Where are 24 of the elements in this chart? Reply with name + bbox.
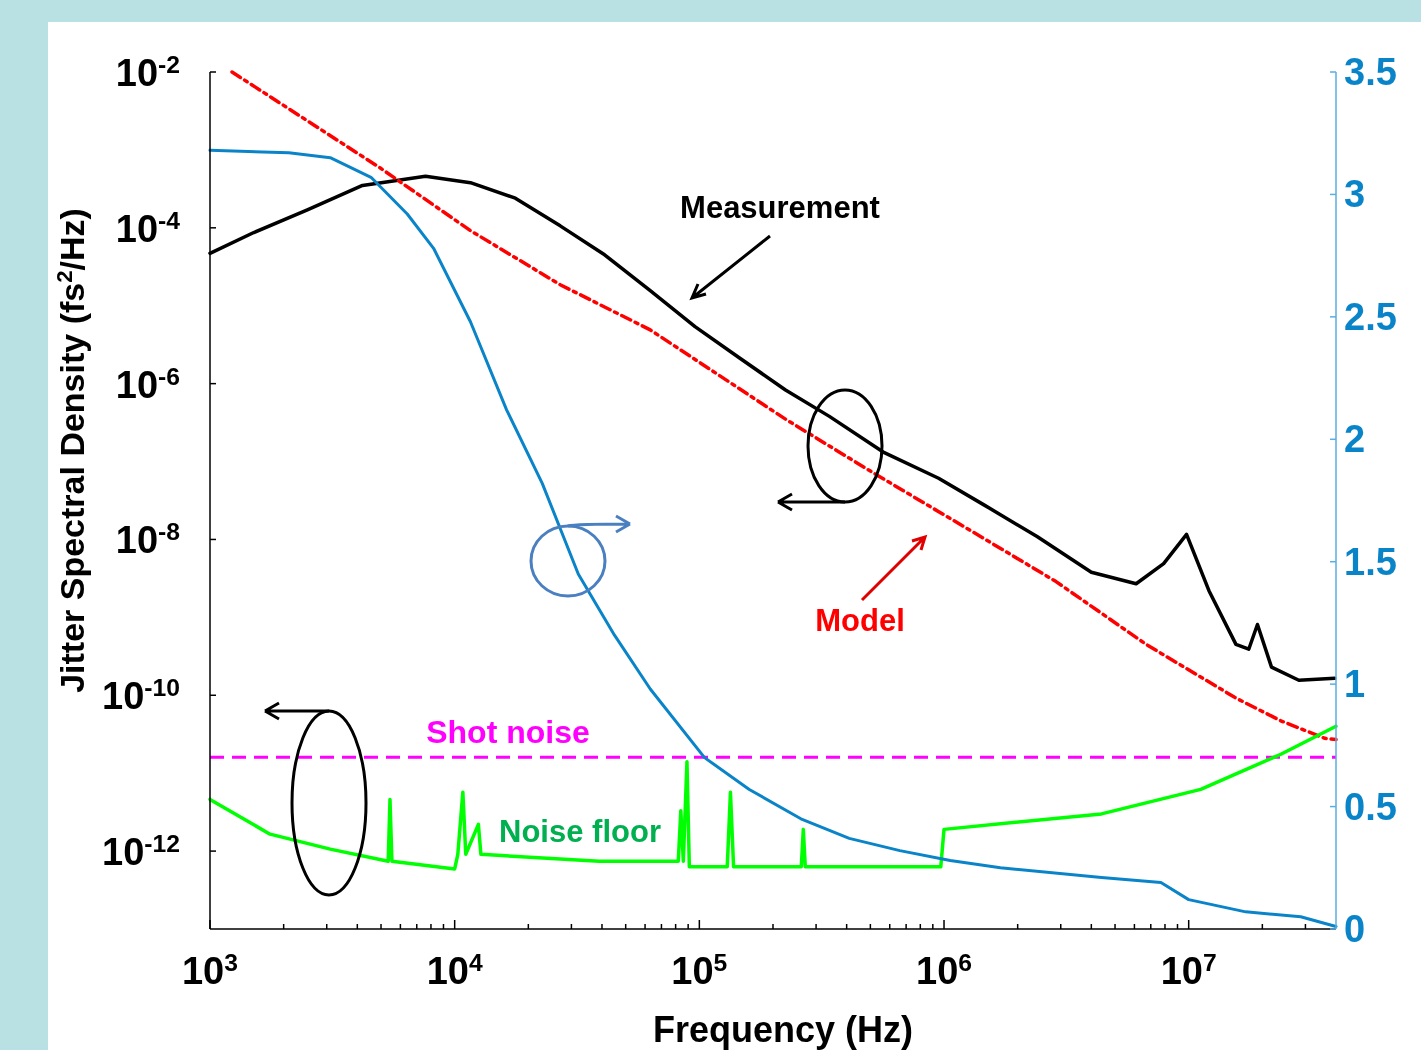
series-label: Noise floor: [499, 814, 661, 849]
ref-line-label: Shot noise: [426, 714, 590, 751]
y2-tick-label: 0: [1344, 908, 1366, 950]
text: Model: [815, 603, 905, 638]
y2-tick-label: 0.5: [1344, 785, 1397, 828]
x-tick-label: 10$^{6}$: [916, 948, 973, 992]
y-tick-label: 10$^{-2}$: [115, 50, 180, 94]
x-tick-label: 10$^{3}$: [181, 948, 239, 992]
y-tick-label: 10$^{-4}$: [115, 206, 181, 250]
y-tick-label: 10$^{-12}$: [102, 829, 180, 874]
x-tick-label: 10$^{7}$: [1160, 948, 1217, 992]
x-tick-label: 10$^{5}$: [671, 948, 728, 992]
y2-tick-label: 3: [1344, 173, 1366, 216]
y2-tick-label: 1: [1344, 663, 1366, 706]
y2-tick-label: 2: [1344, 418, 1366, 461]
text: Measurement: [680, 190, 880, 225]
y-tick-label: 10$^{-10}$: [102, 673, 180, 718]
y2-tick-label: 2.5: [1344, 295, 1397, 338]
y-tick-label: 10$^{-8}$: [115, 517, 180, 562]
x-tick-label: 10$^{4}$: [426, 948, 483, 992]
y2-tick-label: 3.5: [1344, 51, 1397, 93]
x-axis-title: Frequency (Hz): [652, 1009, 914, 1050]
y-tick-label: 10$^{-6}$: [115, 362, 180, 406]
y2-tick-label: 1.5: [1344, 540, 1397, 583]
